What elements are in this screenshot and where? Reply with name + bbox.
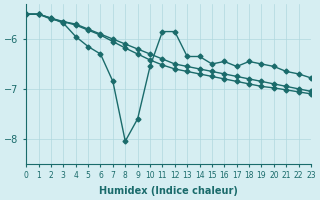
X-axis label: Humidex (Indice chaleur): Humidex (Indice chaleur) [99,186,238,196]
